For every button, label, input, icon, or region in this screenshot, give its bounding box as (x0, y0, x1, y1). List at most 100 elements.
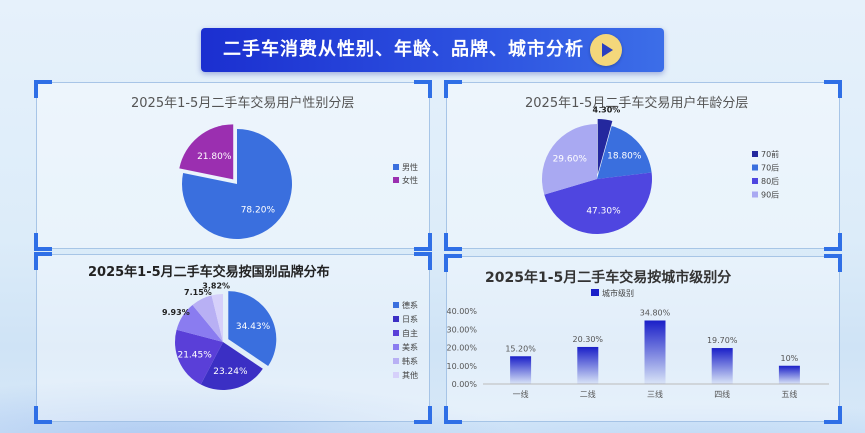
page-title: 二手车消费从性别、年龄、品牌、城市分析 (223, 39, 584, 60)
x-tick-label: 三线 (647, 389, 663, 399)
pie-slice-女性[interactable] (179, 124, 234, 180)
legend-item-男性[interactable]: 男性 (402, 162, 418, 172)
age-chart-title: 2025年1-5月二手车交易用户年龄分层 (525, 96, 749, 111)
gender-chart-title: 2025年1-5月二手车交易用户性别分层 (131, 96, 355, 111)
corner-decoration (34, 80, 52, 98)
pie-data-label: 18.80% (607, 152, 642, 162)
y-tick-label: 40.00% (446, 307, 477, 316)
corner-decoration (34, 233, 52, 251)
legend-item-美系[interactable]: 美系 (402, 342, 418, 352)
pie-data-label: 3.82% (202, 281, 230, 290)
bar-data-label: 20.30% (573, 335, 604, 344)
corner-decoration (824, 406, 842, 424)
corner-decoration (444, 406, 462, 424)
pie-data-label: 23.24% (213, 367, 248, 377)
pie-data-label: 29.60% (553, 155, 588, 165)
pie-data-label: 7.15% (184, 288, 212, 297)
bar-data-label: 19.70% (707, 336, 738, 345)
pie-slice-自主[interactable] (175, 329, 223, 385)
y-tick-label: 20.00% (446, 344, 477, 353)
legend-swatch (393, 344, 399, 350)
legend-item-90后[interactable]: 90后 (761, 190, 779, 200)
legend-swatch (752, 178, 758, 184)
legend-item-其他[interactable]: 其他 (402, 370, 418, 380)
legend-item-德系[interactable]: 德系 (402, 300, 418, 310)
pie-slice-70前[interactable] (597, 119, 613, 175)
legend-item-女性[interactable]: 女性 (402, 175, 418, 185)
legend-item-日系[interactable]: 日系 (402, 314, 418, 324)
legend-item-70后[interactable]: 70后 (761, 163, 779, 173)
legend-swatch (752, 164, 758, 171)
pie-slice-韩系[interactable] (192, 295, 223, 342)
legend-item-70前[interactable]: 70前 (761, 149, 779, 159)
pie-slice-90后[interactable] (542, 124, 597, 195)
bar-四线[interactable] (711, 348, 733, 384)
corner-decoration (34, 252, 52, 270)
pie-data-label: 21.80% (197, 152, 232, 162)
legend-item-80后[interactable]: 80后 (761, 176, 779, 186)
pie-slice-日系[interactable] (200, 342, 263, 390)
legend-swatch (393, 302, 399, 308)
corner-decoration (444, 80, 462, 98)
legend-swatch (752, 151, 758, 157)
pie-data-label: 4.30% (593, 106, 621, 115)
bar-二线[interactable] (577, 346, 599, 384)
legend-item-自主[interactable]: 自主 (402, 328, 418, 338)
pie-slice-其他[interactable] (211, 294, 223, 342)
legend-swatch (393, 177, 399, 183)
legend-swatch (393, 316, 399, 322)
bar-一线[interactable] (510, 356, 532, 384)
bar-data-label: 10% (781, 354, 799, 363)
corner-decoration (824, 254, 842, 272)
x-tick-label: 四线 (714, 389, 730, 399)
y-tick-label: 0.00% (452, 380, 478, 389)
city-chart-title: 2025年1-5月二手车交易按城市级别分 (485, 270, 732, 286)
pie-slice-70后[interactable] (597, 125, 652, 179)
x-tick-label: 二线 (580, 389, 596, 399)
corner-decoration (824, 233, 842, 251)
legend-swatch (393, 372, 399, 378)
city-panel: 2025年1-5月二手车交易按城市级别分 城市级别 0.00% 10.00% 20.0… (444, 254, 842, 424)
corner-decoration (414, 233, 432, 251)
gender-panel: 2025年1-5月二手车交易用户性别分层 78.20% 21.80% 男性女性 (34, 80, 432, 251)
legend-swatch (393, 330, 399, 336)
corner-decoration (414, 406, 432, 424)
pie-data-label: 9.93% (162, 308, 190, 317)
bar-data-label: 34.80% (640, 308, 671, 317)
city-bar-chart: 城市级别 0.00% 10.00% 20.00% 30.00% 40.00% 15.20% 一… (446, 288, 829, 399)
legend-item-城市级别[interactable]: 城市级别 (602, 288, 634, 298)
pie-data-label: 47.30% (586, 206, 621, 216)
legend-swatch (393, 358, 399, 364)
brand-panel: 2025年1-5月二手车交易按国别品牌分布 34.43% 23.24% 21.45%… (34, 252, 432, 424)
header-banner: 二手车消费从性别、年龄、品牌、城市分析 (201, 28, 664, 72)
legend-swatch (591, 289, 599, 296)
brand-chart-title: 2025年1-5月二手车交易按国别品牌分布 (88, 265, 330, 280)
pie-slice-80后[interactable] (544, 172, 652, 234)
pie-slice-德系[interactable] (228, 291, 277, 366)
x-tick-label: 五线 (781, 389, 797, 399)
x-tick-label: 一线 (513, 389, 529, 399)
corner-decoration (444, 233, 462, 251)
pie-slice-男性[interactable] (182, 129, 292, 239)
y-tick-label: 10.00% (446, 362, 477, 371)
legend-item-韩系[interactable]: 韩系 (402, 356, 418, 366)
pie-data-label: 78.20% (241, 206, 276, 216)
pie-data-label: 21.45% (177, 351, 212, 361)
pie-slice-美系[interactable] (176, 304, 223, 342)
age-pie-chart: 4.30% 18.80% 47.30% 29.60% 70前 70后 80后 90后 (542, 106, 779, 234)
pie-data-label: 34.43% (236, 322, 271, 332)
corner-decoration (414, 252, 432, 270)
legend-swatch (393, 164, 399, 170)
age-panel: 2025年1-5月二手车交易用户年龄分层 4.30% 18.80% 47.30% 29… (444, 80, 842, 251)
bar-五线[interactable] (778, 365, 800, 384)
bar-三线[interactable] (644, 320, 666, 384)
corner-decoration (444, 254, 462, 272)
brand-pie-chart: 34.43% 23.24%21.45% 9.93% 7.15%3.82% 德系日系自主美… (162, 281, 418, 390)
bar-data-label: 15.20% (505, 344, 536, 353)
corner-decoration (824, 80, 842, 98)
corner-decoration (414, 80, 432, 98)
play-button[interactable] (590, 34, 622, 66)
y-tick-label: 30.00% (446, 325, 477, 334)
legend-swatch (752, 191, 758, 198)
corner-decoration (34, 406, 52, 424)
